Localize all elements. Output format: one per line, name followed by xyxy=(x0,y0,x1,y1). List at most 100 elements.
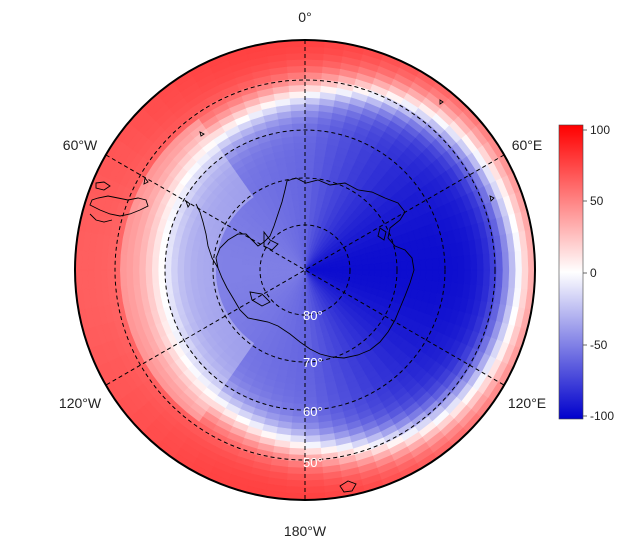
field-cell xyxy=(304,154,316,163)
field-cell xyxy=(304,52,325,61)
field-cell xyxy=(514,250,523,271)
field-cell xyxy=(291,193,300,202)
field-cell xyxy=(294,377,306,386)
longitude-label-0: 0° xyxy=(298,9,311,25)
field-cell xyxy=(304,473,324,482)
field-cell xyxy=(241,274,249,282)
latitude-circle-70 xyxy=(212,177,398,363)
field-cell xyxy=(304,122,319,131)
latitude-label-50: 50° xyxy=(303,455,323,470)
latitude-label-70: 70° xyxy=(303,355,323,370)
field-cell xyxy=(304,167,315,175)
field-cell xyxy=(361,258,369,266)
field-cell xyxy=(294,384,306,392)
field-cell xyxy=(495,252,504,271)
field-cell xyxy=(304,333,312,341)
field-cell xyxy=(228,262,236,271)
field-cell xyxy=(304,377,316,386)
field-cell xyxy=(286,65,306,74)
field-cell xyxy=(463,269,472,285)
field-cell xyxy=(489,252,497,271)
field-cell xyxy=(240,269,249,276)
field-cell xyxy=(106,252,115,271)
field-cell xyxy=(170,269,179,283)
field-cell xyxy=(125,269,134,286)
field-cell xyxy=(381,262,389,271)
field-cell xyxy=(295,167,306,175)
field-cell xyxy=(387,269,395,279)
field-cell xyxy=(293,390,306,399)
field-cell xyxy=(419,259,427,271)
field-cell xyxy=(304,90,321,99)
field-cell xyxy=(119,269,128,287)
field-cell xyxy=(304,371,315,379)
field-cell xyxy=(482,253,491,271)
field-cell xyxy=(470,254,478,271)
field-cell xyxy=(501,251,510,271)
field-cell xyxy=(521,269,529,290)
field-cell xyxy=(457,269,466,285)
field-cell xyxy=(304,58,324,67)
field-cell xyxy=(290,109,306,118)
field-cell xyxy=(367,257,376,265)
field-cell xyxy=(234,269,242,277)
field-cell xyxy=(247,274,256,281)
field-cell xyxy=(304,65,324,74)
field-cell xyxy=(304,384,316,392)
field-cell xyxy=(300,218,306,226)
field-cell xyxy=(290,103,306,112)
field-cell xyxy=(298,199,306,207)
field-cell xyxy=(301,231,306,239)
field-cell xyxy=(151,256,159,271)
anomaly-field xyxy=(75,40,535,500)
field-cell xyxy=(349,265,357,271)
field-cell xyxy=(291,116,306,124)
field-cell xyxy=(119,253,128,271)
field-cell xyxy=(304,71,323,80)
field-cell xyxy=(470,269,478,286)
field-cell xyxy=(176,258,185,271)
field-cell xyxy=(157,256,166,271)
field-cell xyxy=(374,262,382,271)
field-cell xyxy=(170,257,179,271)
field-cell xyxy=(425,269,434,282)
field-cell xyxy=(361,269,370,276)
field-cell xyxy=(412,259,421,271)
field-cell xyxy=(289,90,306,99)
field-cell xyxy=(294,212,301,221)
field-cell xyxy=(304,46,325,54)
field-cell xyxy=(285,486,306,494)
field-cell xyxy=(132,269,140,286)
field-cell xyxy=(81,269,89,290)
field-cell xyxy=(304,390,317,399)
longitude-label-120e: 120°E xyxy=(508,395,546,411)
field-cell xyxy=(419,269,427,281)
field-cell xyxy=(457,255,466,271)
field-cell xyxy=(221,269,229,278)
field-cell xyxy=(304,186,313,194)
field-cell xyxy=(304,441,321,450)
coastline-antarctica xyxy=(89,99,495,493)
latitude-label-80: 80° xyxy=(303,308,323,323)
field-cell xyxy=(304,141,317,150)
field-cell xyxy=(295,161,306,169)
latitude-circle-50 xyxy=(114,79,496,461)
field-cell xyxy=(501,269,510,289)
field-cell xyxy=(304,428,320,437)
field-cell xyxy=(476,269,485,286)
field-cell xyxy=(310,338,319,347)
colorbar-tick-neg50: -50 xyxy=(590,338,608,352)
field-cell xyxy=(425,258,434,271)
field-cell xyxy=(304,205,311,214)
colorbar: 100 50 0 -50 -100 xyxy=(558,123,614,423)
field-cell xyxy=(100,269,109,289)
field-cell xyxy=(400,269,408,280)
field-cell xyxy=(125,254,134,271)
colorbar-ramp xyxy=(558,124,584,420)
field-cell xyxy=(368,263,376,271)
field-cell xyxy=(138,255,147,271)
field-cell xyxy=(253,269,261,275)
longitude-label-60e: 60°E xyxy=(512,137,543,153)
field-cell xyxy=(285,479,306,488)
field-cell xyxy=(521,250,529,271)
